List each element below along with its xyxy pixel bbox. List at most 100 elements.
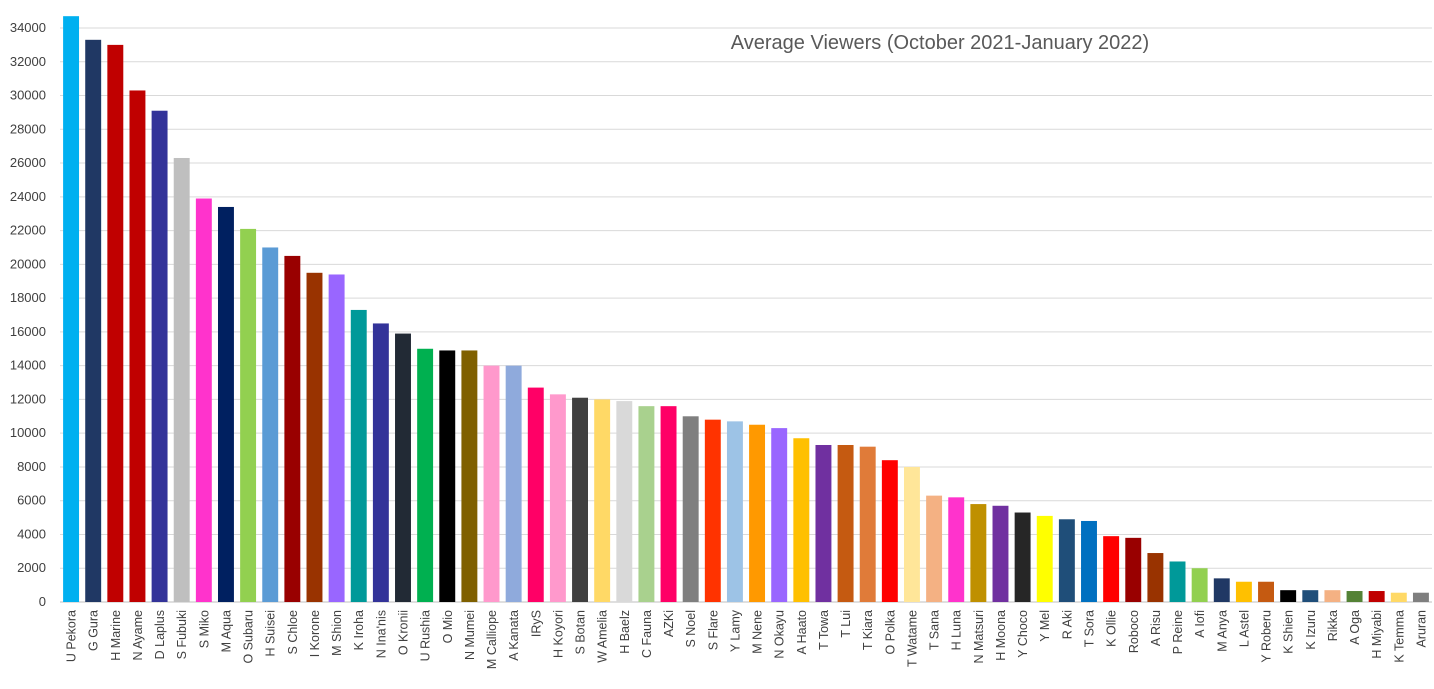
y-tick-label: 24000 — [10, 189, 46, 204]
bar-k-iroha — [350, 309, 367, 602]
x-tick-label: Y Roberu — [1260, 610, 1274, 663]
bar-m-nene — [749, 424, 766, 602]
x-tick-label: O Kronii — [397, 610, 411, 655]
x-tick-label: A Haato — [795, 610, 809, 655]
bar-t-kiara — [859, 446, 876, 602]
x-tick-label: S Chloe — [286, 610, 300, 655]
x-tick-label: M Anya — [1215, 610, 1229, 652]
bar-a-iofi — [1191, 568, 1208, 602]
chart-title: Average Viewers (October 2021-January 20… — [730, 32, 1150, 54]
x-tick-label: O Polka — [883, 610, 897, 655]
x-tick-label: N Ayame — [131, 610, 145, 661]
x-tick-label: Roboco — [1127, 610, 1141, 653]
bar-irys — [527, 387, 544, 602]
x-tick-label: T Sana — [928, 610, 942, 650]
bar-h-miyabi — [1368, 591, 1385, 602]
y-axis-ticks: 0 2000 4000 6000 8000 10000 12000 14000 16000 180… — [10, 20, 46, 609]
x-tick-label: T Sora — [1083, 610, 1097, 647]
x-tick-label: K Temma — [1392, 610, 1406, 663]
bar-n-okayu — [771, 428, 788, 602]
bar-m-shion — [328, 274, 345, 602]
bar-n-ayame — [129, 90, 146, 602]
x-tick-label: H Koyori — [551, 610, 565, 658]
bar-k-shien — [1280, 590, 1297, 602]
bar-s-botan — [572, 397, 588, 602]
bar-r-aki — [1058, 519, 1075, 602]
y-tick-label: 10000 — [10, 425, 46, 440]
x-tick-label: AZKi — [662, 610, 676, 637]
x-tick-label: K Shien — [1282, 610, 1296, 654]
x-tick-label: H Baelz — [618, 610, 632, 654]
bar-aruran — [1412, 592, 1429, 602]
bar-a-risu — [1147, 553, 1164, 602]
y-tick-label: 30000 — [10, 88, 46, 103]
x-tick-label: Y Lamy — [728, 609, 742, 652]
y-tick-label: 12000 — [10, 391, 46, 406]
bar-a-oga — [1346, 591, 1363, 602]
y-tick-label: 18000 — [10, 290, 46, 305]
bar-a-haato — [793, 438, 810, 602]
bar-h-baelz — [616, 401, 633, 602]
x-tick-label: M Nene — [751, 610, 765, 654]
x-tick-label: M Shion — [330, 610, 344, 656]
bar-n-mumei — [461, 350, 478, 602]
x-tick-label: R Aki — [1060, 610, 1074, 639]
x-tick-label: A Kanata — [507, 610, 521, 661]
x-tick-label: S Fubuki — [175, 610, 189, 659]
x-tick-label: N Ina'nis — [374, 610, 388, 658]
bar-h-suisei — [262, 247, 279, 602]
y-tick-label: 26000 — [10, 155, 46, 170]
bar-t-towa — [815, 444, 832, 602]
bar-l-astel — [1235, 581, 1252, 602]
x-tick-label: A Oga — [1348, 610, 1362, 645]
y-tick-label: 6000 — [17, 493, 46, 508]
bar-c-fauna — [638, 406, 655, 602]
bar-o-kronii — [395, 333, 411, 602]
bar-y-roberu — [1258, 581, 1274, 602]
x-tick-label: U Rushia — [419, 610, 433, 661]
y-tick-label: 22000 — [10, 223, 46, 238]
bar-k-izuru — [1302, 590, 1319, 602]
bar-s-flare — [704, 419, 721, 602]
bars — [63, 16, 1429, 603]
x-tick-label: N Matsuri — [972, 610, 986, 663]
bar-s-fubuki — [173, 157, 190, 602]
x-tick-label: H Moona — [994, 610, 1008, 661]
y-tick-label: 14000 — [10, 358, 46, 373]
y-tick-label: 20000 — [10, 256, 46, 271]
x-tick-label: H Suisei — [264, 610, 278, 657]
x-tick-label: A Iofi — [1193, 610, 1207, 638]
bar-u-rushia — [417, 348, 434, 602]
x-tick-label: S Noel — [684, 610, 698, 648]
bar-s-miko — [195, 198, 212, 602]
x-tick-label: IRyS — [529, 610, 543, 637]
bar-m-aqua — [218, 206, 234, 602]
bar-u-pekora — [63, 16, 80, 602]
x-tick-label: Y Mel — [1038, 610, 1052, 642]
x-tick-label: U Pekora — [65, 610, 79, 662]
bar-d-laplus — [151, 110, 168, 603]
x-tick-label: S Botan — [574, 610, 588, 655]
x-tick-label: P Reine — [1171, 610, 1185, 654]
x-tick-label: M Calliope — [485, 610, 499, 669]
x-tick-label: C Fauna — [640, 610, 654, 658]
x-tick-label: H Marine — [109, 610, 123, 661]
bar-k-ollie — [1103, 536, 1120, 602]
x-tick-label: O Mio — [441, 610, 455, 643]
x-tick-label: O Subaru — [242, 610, 256, 664]
bar-o-mio — [439, 350, 456, 602]
bar-h-koyori — [549, 394, 566, 602]
bar-k-temma — [1390, 592, 1407, 602]
bar-rikka — [1324, 590, 1341, 602]
y-tick-label: 28000 — [10, 121, 46, 136]
y-tick-label: 32000 — [10, 54, 46, 69]
x-tick-label: T Towa — [817, 610, 831, 650]
bar-y-mel — [1036, 515, 1053, 602]
bar-n-matsuri — [970, 504, 987, 602]
y-tick-label: 4000 — [17, 526, 46, 541]
x-tick-label: N Okayu — [773, 610, 787, 659]
bar-n-ina-nis — [372, 323, 389, 602]
bar-azki — [660, 406, 677, 602]
